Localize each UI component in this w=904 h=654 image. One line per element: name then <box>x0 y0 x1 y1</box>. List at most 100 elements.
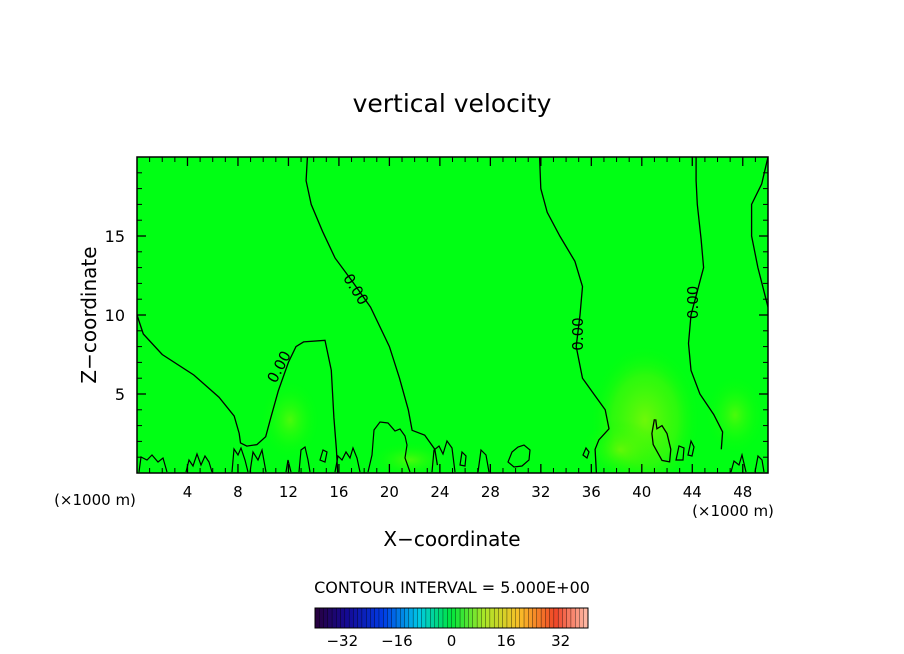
x-tick-label: 12 <box>279 483 298 501</box>
colorbar-cell <box>557 607 563 629</box>
surface-contour <box>298 445 311 473</box>
colorbar-cell <box>331 607 337 629</box>
contour-label-4: 0.00 <box>684 286 702 319</box>
surface-contour <box>249 447 267 473</box>
contour-label-3: 0.00 <box>569 317 587 350</box>
colorbar-cell <box>314 607 320 629</box>
colorbar-cell <box>340 607 346 629</box>
colorbar-cell <box>417 607 423 629</box>
colorbar-cell <box>378 607 384 629</box>
y-axis-label: Z−coordinate <box>77 246 101 383</box>
colorbar-cell <box>434 607 440 629</box>
colorbar-cell <box>442 607 448 629</box>
colorbar-tick-label: 16 <box>497 632 516 650</box>
x-tick-label: 40 <box>632 483 651 501</box>
colorbar-tick-label: 32 <box>551 632 570 650</box>
x-tick-label: 24 <box>430 483 449 501</box>
colorbar-cell <box>476 607 482 629</box>
colorbar-frame <box>314 607 589 629</box>
colorbar-cell <box>566 607 572 629</box>
field-highlights <box>260 345 765 473</box>
x-tick-label: 36 <box>582 483 601 501</box>
colorbar-cell <box>319 607 325 629</box>
surface-contour <box>431 439 456 473</box>
colorbar-cell <box>481 607 487 629</box>
surface-contour <box>185 452 213 473</box>
surface-contour <box>754 454 765 473</box>
colorbar-cell <box>421 607 427 629</box>
colorbar-cell <box>549 607 555 629</box>
contour-line-6 <box>651 419 672 463</box>
colorbar-cell <box>540 607 546 629</box>
colorbar-tick-label: 0 <box>447 632 457 650</box>
colorbar-cell <box>506 607 512 629</box>
colorbar-cell <box>357 607 363 629</box>
x-tick-label: 48 <box>733 483 752 501</box>
colorbar-cell <box>374 607 380 629</box>
x-tick-label: 28 <box>481 483 500 501</box>
colorbar-cell <box>408 607 414 629</box>
colorbar-cell <box>425 607 431 629</box>
colorbar-cell <box>570 607 576 629</box>
colorbar-cell <box>327 607 333 629</box>
colorbar-cell <box>502 607 508 629</box>
colorbar-cell <box>370 607 376 629</box>
y-tick-label: 15 <box>105 227 125 246</box>
colorbar-cell <box>459 607 465 629</box>
colorbar-cell <box>323 607 329 629</box>
chart-title: vertical velocity <box>353 89 552 118</box>
colorbar-cell <box>429 607 435 629</box>
colorbar-cell <box>545 607 551 629</box>
surface-contour <box>730 452 747 473</box>
x-axis-label: X−coordinate <box>383 527 520 551</box>
colorbar-cell <box>451 607 457 629</box>
contour-line-5 <box>750 157 768 308</box>
surface-contour <box>687 439 695 457</box>
contour-line-4 <box>687 157 724 450</box>
colorbar-cell <box>493 607 499 629</box>
x-tick-label: 20 <box>380 483 399 501</box>
colorbar-cell <box>511 607 516 629</box>
field-highlight <box>580 420 660 473</box>
x-tick-label: 32 <box>531 483 550 501</box>
x-unit-right: (×1000 m) <box>692 502 774 520</box>
colorbar-cell <box>455 607 461 629</box>
contour-line-3 <box>538 157 610 473</box>
colorbar-cell <box>536 607 542 629</box>
field-highlight <box>260 380 320 460</box>
colorbar-cell <box>383 607 388 629</box>
field-highlight <box>705 375 765 455</box>
colorbar-cell <box>387 607 393 629</box>
x-unit-left: (×1000 m) <box>54 491 136 509</box>
colorbar-tick-label: −16 <box>381 632 413 650</box>
surface-contour <box>231 446 249 473</box>
y-tick-label: 5 <box>115 385 125 404</box>
surface-contour <box>675 445 685 461</box>
x-tick-label: 16 <box>329 483 348 501</box>
colorbar-cell <box>523 607 529 629</box>
colorbar-cell <box>361 607 367 629</box>
colorbar-cell <box>562 607 568 629</box>
surface-contour <box>319 449 328 463</box>
contour-line-1 <box>137 314 339 473</box>
surface-contour <box>285 459 292 473</box>
surface-contour <box>459 450 467 467</box>
colorbar-cell <box>438 607 444 629</box>
contour-lines <box>137 157 768 473</box>
colorbar-cell <box>353 607 359 629</box>
colorbar-cell <box>519 607 525 629</box>
colorbar-tick-label: −32 <box>326 632 358 650</box>
colorbar <box>314 607 589 629</box>
contour-interval-text: CONTOUR INTERVAL = 5.000E+00 <box>314 578 590 597</box>
surface-contour <box>507 444 531 468</box>
colorbar-cell <box>336 607 342 629</box>
colorbar-cell <box>395 607 401 629</box>
x-tick-label: 44 <box>683 483 702 501</box>
colorbar-cell <box>528 607 534 629</box>
colorbar-cell <box>391 607 397 629</box>
colorbar-cell <box>468 607 474 629</box>
colorbar-cell <box>498 607 504 629</box>
colorbar-cell <box>348 607 354 629</box>
